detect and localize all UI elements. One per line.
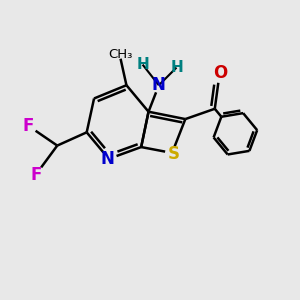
Text: F: F (31, 166, 42, 184)
Text: N: N (152, 76, 166, 94)
Text: N: N (100, 150, 114, 168)
Text: H: H (136, 57, 149, 72)
Text: O: O (214, 64, 228, 82)
Text: H: H (170, 60, 183, 75)
Text: CH₃: CH₃ (108, 48, 133, 61)
Text: F: F (22, 117, 34, 135)
Text: S: S (168, 146, 180, 164)
